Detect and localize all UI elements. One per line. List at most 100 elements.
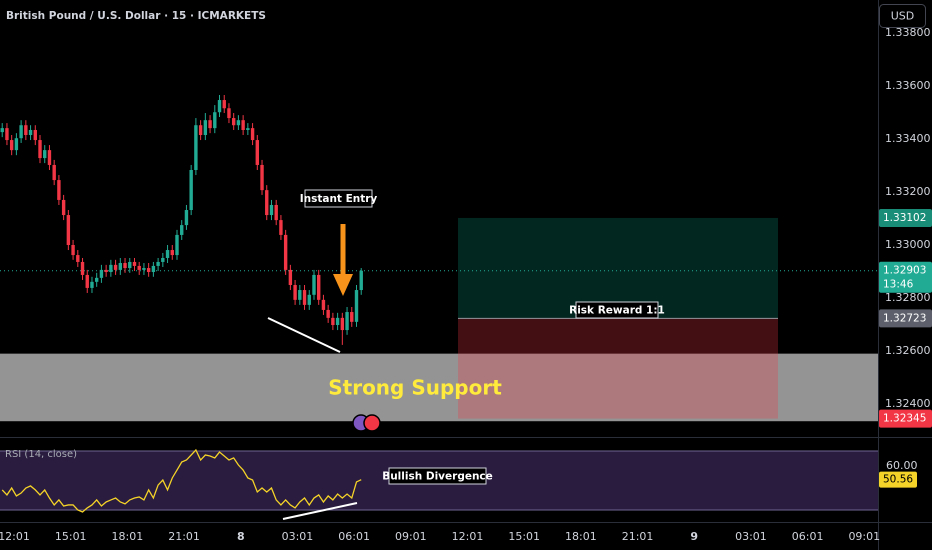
candle-body: [24, 125, 28, 136]
rsi-value-bg: [879, 471, 917, 488]
candle-body: [113, 264, 118, 270]
rsi-value: 50.56: [883, 474, 913, 486]
candle-body: [0, 128, 4, 133]
candle-body: [222, 100, 226, 109]
candles-layer: [0, 95, 363, 513]
rsi-title: RSI (14, close): [5, 449, 77, 460]
candle-body: [335, 317, 340, 326]
x-tick-label: 12:01: [452, 530, 484, 543]
candle-body: [57, 180, 61, 200]
candle-body: [231, 118, 236, 126]
risk-reward-label: Risk Reward 1:1: [569, 305, 665, 317]
candle-body: [156, 261, 160, 266]
divergence-label: Bullish Divergence: [382, 471, 493, 483]
candle-body: [250, 128, 255, 141]
candle-body: [180, 225, 184, 235]
candle-body: [137, 265, 141, 270]
candle-body: [128, 261, 132, 269]
candle-body: [118, 263, 123, 270]
trend-line: [267, 317, 341, 353]
candle-body: [94, 277, 99, 282]
y-tick-label: 1.32600: [885, 344, 931, 357]
candle-body: [269, 204, 274, 216]
y-tick-label: 1.33800: [885, 26, 931, 39]
candle-body: [146, 268, 151, 273]
candle-body: [47, 150, 52, 165]
candle-body: [260, 164, 264, 191]
countdown: 13:46: [883, 279, 914, 291]
candle-body: [354, 290, 359, 322]
stop-tag: 1.32345: [883, 413, 926, 425]
candle-body: [359, 270, 363, 291]
candle-body: [317, 274, 321, 300]
x-tick-label: 06:01: [338, 530, 370, 543]
candle-body: [203, 120, 208, 136]
annotation-box: [388, 467, 487, 485]
candle-body: [99, 269, 104, 278]
candle-body: [194, 125, 198, 170]
candle-body: [293, 285, 297, 300]
rsi-tick-label: 60.00: [886, 459, 918, 472]
candle-body: [307, 294, 311, 305]
candle-body: [208, 120, 212, 129]
candle-body: [28, 129, 33, 136]
top-layer: USD: [879, 4, 926, 28]
candle-body: [66, 215, 71, 245]
candle-body: [161, 257, 165, 262]
last-price: 1.32903: [883, 265, 926, 277]
divergence-line: [282, 502, 358, 520]
candle-body: [43, 150, 47, 159]
annotation-box: [575, 301, 659, 319]
candle-body: [142, 268, 146, 270]
front-layer: Instant Entry Risk Reward 1:1 Strong Sup…: [5, 10, 665, 520]
currency-button[interactable]: [879, 4, 926, 28]
x-tick-label: 9: [690, 530, 698, 543]
last-price-bg: [879, 261, 932, 293]
x-tick-label: 06:01: [792, 530, 824, 543]
candle-body: [109, 264, 113, 273]
currency-label[interactable]: USD: [891, 10, 915, 23]
candle-body: [198, 125, 203, 136]
candle-body: [312, 274, 316, 295]
y-tick-label: 1.33200: [885, 185, 931, 198]
annotation-text: Instant Entry: [300, 193, 378, 205]
candle-body: [52, 164, 56, 181]
candle-body: [302, 290, 307, 305]
candle-body: [189, 169, 193, 211]
y-tick-label: 1.33000: [885, 238, 931, 251]
candle-body: [265, 190, 269, 216]
candle-body: [236, 120, 241, 126]
candle-body: [326, 309, 330, 318]
candle-body: [33, 129, 37, 141]
x-tick-label: 18:01: [565, 530, 597, 543]
x-tick-label: 21:01: [168, 530, 200, 543]
x-tick-label: 09:01: [395, 530, 427, 543]
candle-body: [165, 250, 170, 258]
y-tick-label: 1.32400: [885, 397, 931, 410]
arrow-head: [333, 274, 353, 296]
rsi-line: [1, 448, 362, 513]
candle-body: [331, 317, 335, 326]
candle-body: [132, 261, 137, 266]
target-tag-bg: [879, 208, 932, 227]
candle-body: [279, 220, 283, 235]
candle-body: [76, 255, 80, 262]
candle-body: [350, 312, 354, 322]
candle-body: [255, 140, 260, 165]
candle-body: [217, 100, 222, 113]
x-tick-label: 03:01: [735, 530, 767, 543]
candle-body: [274, 204, 278, 221]
candle-body: [213, 112, 217, 129]
x-tick-label: 12:01: [0, 530, 30, 543]
candle-body: [151, 265, 156, 273]
candle-body: [123, 263, 127, 269]
candle-body: [170, 250, 174, 256]
candle-body: [80, 261, 85, 275]
loss-zone: [458, 318, 778, 419]
support-zone: [0, 353, 878, 422]
event-icon[interactable]: [363, 414, 381, 432]
x-tick-label: 18:01: [112, 530, 144, 543]
candle-body: [184, 210, 189, 226]
